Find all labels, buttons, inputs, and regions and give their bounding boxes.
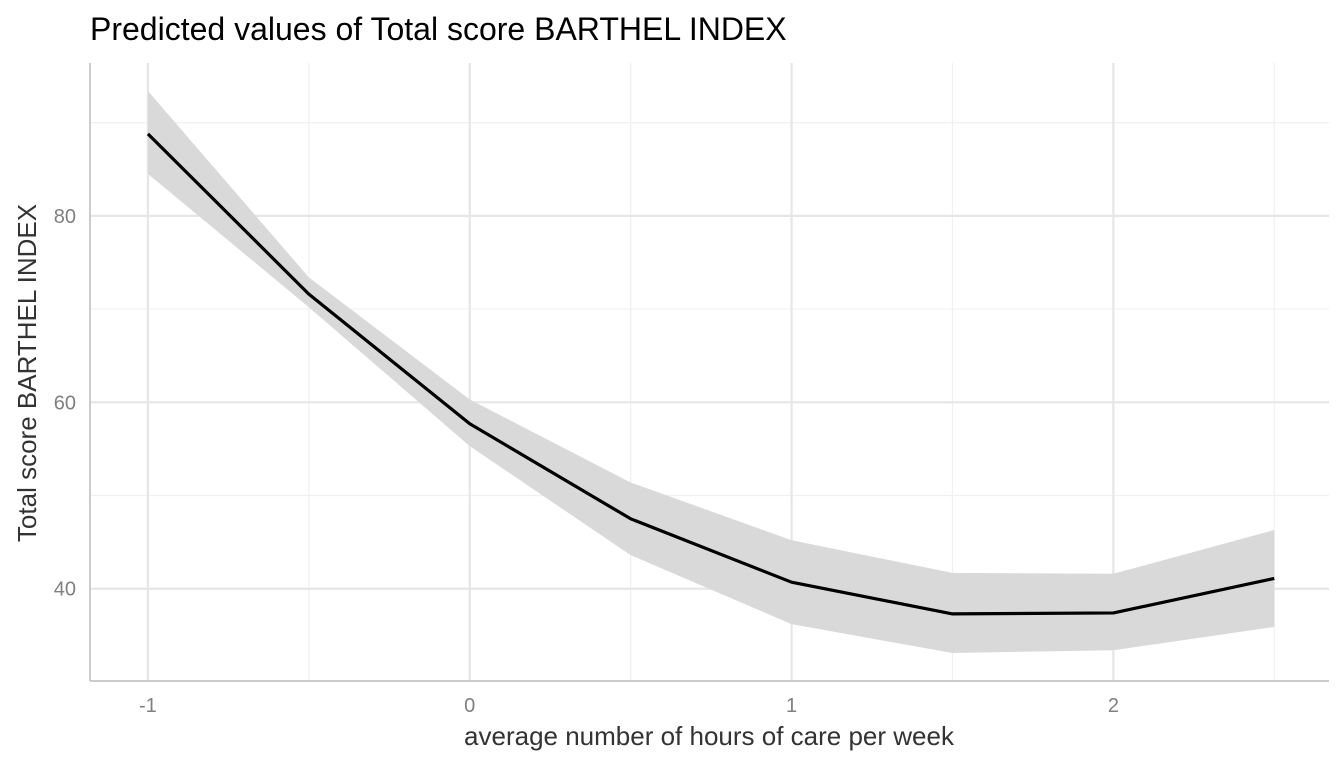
- y-tick-label: 60: [54, 392, 76, 414]
- x-tick-label: 0: [464, 695, 475, 717]
- y-tick-label: 80: [54, 206, 76, 228]
- x-tick-labels: -1 0 1 2: [139, 695, 1119, 717]
- x-tick-label: -1: [139, 695, 157, 717]
- y-tick-label: 40: [54, 579, 76, 601]
- y-tick-labels: 40 60 80: [54, 206, 76, 601]
- series-line: [146, 132, 1275, 616]
- y-axis-title: Total score BARTHEL INDEX: [12, 204, 42, 542]
- x-axis-title: average number of hours of care per week: [464, 721, 955, 751]
- confidence-ribbon: [147, 90, 1275, 654]
- chart-title: Predicted values of Total score BARTHEL …: [90, 11, 787, 47]
- minor-gridlines: [90, 63, 1329, 681]
- x-tick-label: 1: [786, 695, 797, 717]
- x-tick-label: 2: [1108, 695, 1119, 717]
